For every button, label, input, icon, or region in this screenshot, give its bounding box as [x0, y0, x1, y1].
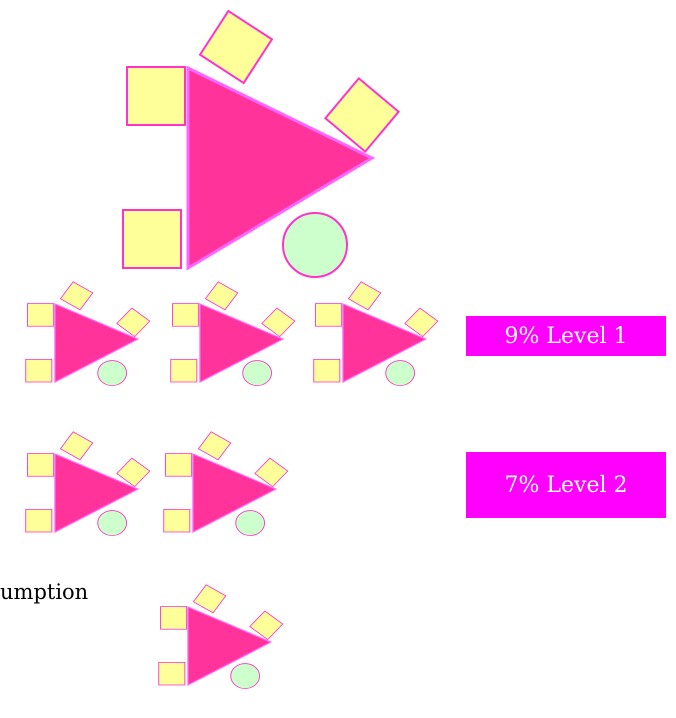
figure-large: [123, 11, 399, 277]
figure: [171, 282, 295, 386]
caption: umption: [0, 580, 88, 604]
figure: [314, 282, 438, 386]
figure: [164, 432, 288, 536]
level-label: 9% Level 1: [466, 316, 666, 356]
figure: [26, 432, 150, 536]
figure: [159, 585, 283, 689]
figure: [26, 282, 150, 386]
level-label: 7% Level 2: [466, 452, 666, 518]
page: 9% Level 1 7% Level 2 umption (() => { c…: [0, 0, 676, 718]
figures: [0, 0, 676, 718]
